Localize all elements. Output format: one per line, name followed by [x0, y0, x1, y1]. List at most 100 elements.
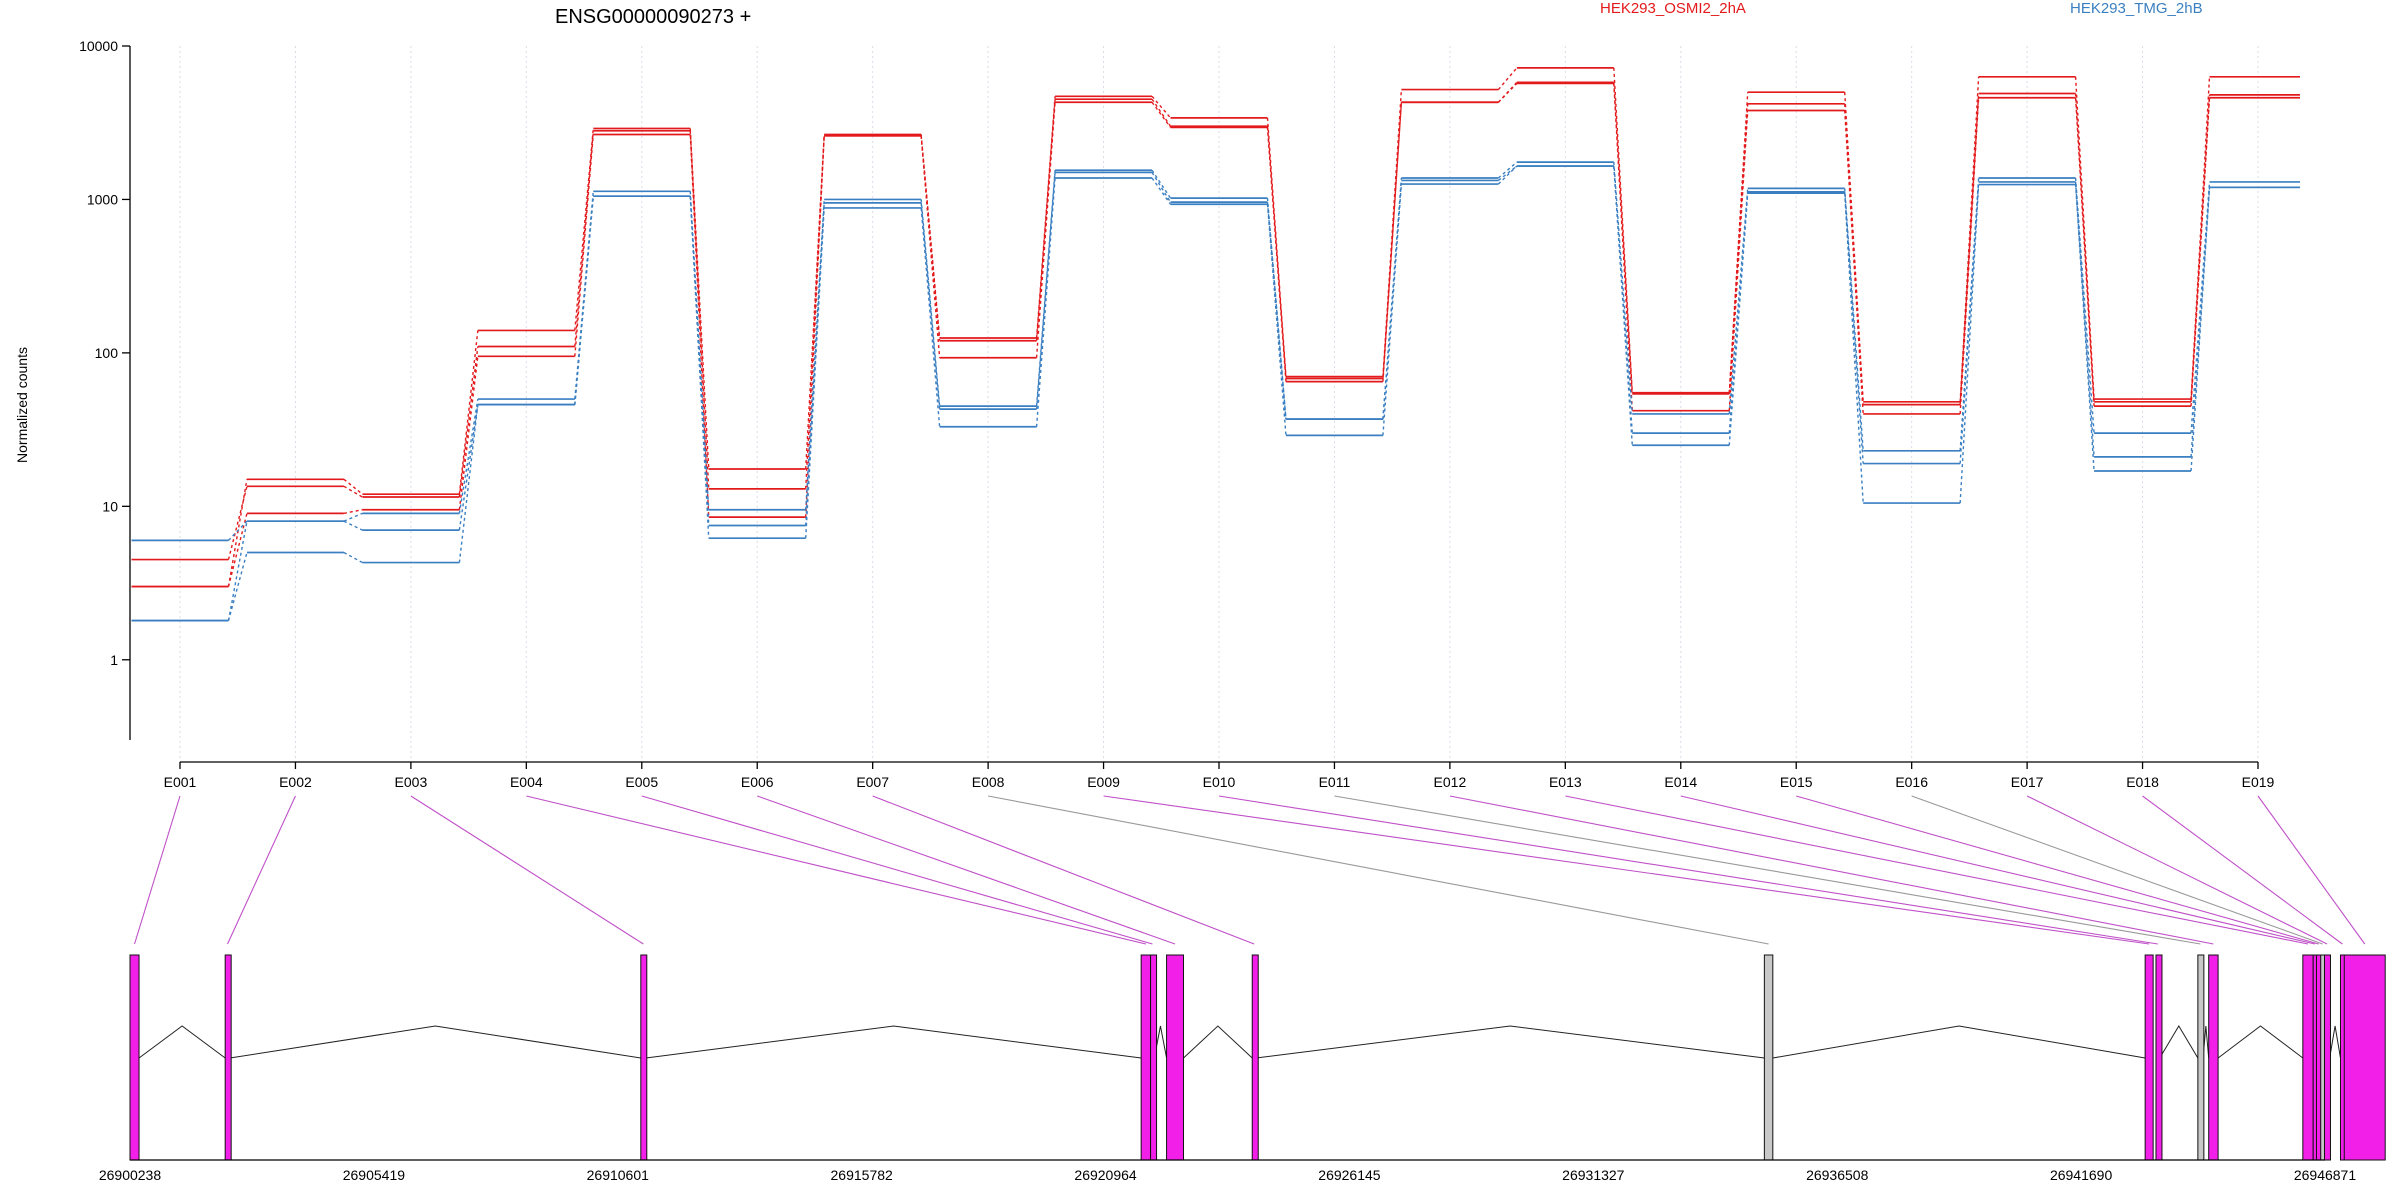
exon-box-E012 [2208, 954, 2219, 1161]
series-connector-2-E003 [458, 356, 479, 510]
intron-line [2329, 1025, 2341, 1059]
series-connector-4-E016 [1959, 181, 1980, 464]
series-connector-3-E017 [2074, 177, 2095, 434]
genomic-tick-label: 26910601 [587, 1167, 650, 1183]
y-axis-label: Normalized counts [14, 347, 30, 463]
series-connector-2-E007 [920, 135, 941, 358]
exon-connector-E011 [1334, 795, 2201, 945]
genomic-tick-label: 26936508 [1806, 1167, 1869, 1183]
x-tick-label-E003: E003 [395, 774, 428, 790]
series-connector-1-E010 [1266, 126, 1287, 379]
exon-box-E003 [640, 954, 648, 1161]
series-connector-3-E018 [2190, 181, 2211, 434]
series-connector-1-E011 [1382, 102, 1403, 379]
series-connector-2-E012 [1497, 82, 1518, 103]
series-connector-1-E013 [1613, 82, 1633, 394]
exon-connector-E012 [1449, 795, 2214, 945]
series-connector-3-E005 [689, 191, 710, 510]
x-tick-label-E013: E013 [1549, 774, 1582, 790]
exon-connector-E015 [1796, 795, 2319, 945]
series-connector-5-E011 [1382, 183, 1403, 436]
series-connector-3-E014 [1728, 188, 1749, 415]
exon-box-E005 [1150, 954, 1158, 1161]
series-connector-3-E013 [1613, 162, 1633, 414]
series-connector-2-E002 [343, 509, 363, 515]
genomic-tick-label: 26926145 [1318, 1167, 1381, 1183]
series-connector-4-E017 [2074, 181, 2095, 457]
series-connector-2-E016 [1959, 97, 1980, 414]
exon-connector-E007 [872, 795, 1255, 945]
x-tick-label-E009: E009 [1087, 774, 1120, 790]
exon-connector-E018 [2142, 795, 2343, 945]
exon-box-E009 [2144, 954, 2154, 1161]
series-connector-5-E003 [458, 404, 479, 563]
exon-connector-E019 [2257, 795, 2366, 945]
y-tick-label: 100 [95, 345, 119, 361]
x-tick-label-E012: E012 [1434, 774, 1467, 790]
exon-box-E004 [1140, 954, 1152, 1161]
series-connector-4-E011 [1382, 180, 1403, 420]
series-connector-2-E004 [574, 134, 594, 357]
series-connector-4-E018 [2190, 187, 2211, 457]
genomic-tick-label: 26905419 [343, 1167, 406, 1183]
series-connector-4-E001 [227, 521, 248, 621]
legend-entry-tmg: HEK293_TMG_2hB [2070, 0, 2203, 17]
series-connector-0-E006 [805, 134, 825, 470]
genomic-tick-label: 26915782 [831, 1167, 894, 1183]
intron-line [1772, 1025, 2146, 1059]
x-tick-label-E001: E001 [164, 774, 197, 790]
series-connector-5-E010 [1266, 204, 1287, 436]
series-connector-2-E005 [689, 134, 710, 518]
exon-connector-E001 [133, 795, 181, 945]
exon-box-E007 [1251, 954, 1259, 1161]
x-tick-label-E015: E015 [1780, 774, 1813, 790]
series-connector-3-E016 [1959, 177, 1980, 451]
series-connector-0-E012 [1497, 67, 1518, 91]
exon-box-E006 [1166, 954, 1185, 1161]
series-connector-0-E008 [1035, 96, 1056, 339]
exon-connector-E016 [1911, 795, 2323, 945]
intron-line [645, 1025, 1142, 1059]
series-connector-5-E014 [1728, 193, 1749, 446]
x-tick-label-E010: E010 [1203, 774, 1236, 790]
exon-connector-E004 [526, 795, 1146, 945]
series-connector-3-E015 [1844, 188, 1864, 451]
exon-connector-E014 [1680, 795, 2315, 945]
series-connector-4-E007 [920, 202, 941, 410]
exon-box-E017 [2323, 954, 2331, 1161]
series-connector-4-E012 [1497, 165, 1518, 181]
genomic-tick-label: 26920964 [1074, 1167, 1137, 1183]
x-tick-label-E014: E014 [1664, 774, 1697, 790]
x-tick-label-E017: E017 [2011, 774, 2044, 790]
series-connector-5-E009 [1151, 177, 1172, 205]
chart-title: ENSG00000090273 + [555, 6, 751, 28]
exon-connector-E009 [1103, 795, 2150, 945]
series-connector-0-E001 [227, 479, 248, 587]
genomic-tick-label: 26931327 [1562, 1167, 1625, 1183]
series-connector-5-E002 [343, 551, 363, 564]
exon-connector-E010 [1218, 795, 2158, 945]
series-connector-5-E007 [920, 207, 941, 427]
series-connector-5-E018 [2190, 187, 2211, 472]
series-connector-0-E002 [343, 478, 363, 495]
exon-box-E010 [2155, 954, 2163, 1161]
x-tick-label-E018: E018 [2126, 774, 2159, 790]
exon-connector-E003 [410, 795, 644, 945]
x-tick-label-E008: E008 [972, 774, 1005, 790]
series-connector-2-E014 [1728, 110, 1749, 411]
series-connector-2-E011 [1382, 102, 1403, 382]
series-connector-2-E008 [1035, 102, 1056, 358]
series-connector-4-E010 [1266, 202, 1287, 420]
series-connector-0-E004 [574, 128, 594, 331]
y-tick-label: 10 [102, 498, 118, 514]
exon-box-E013 [2302, 954, 2314, 1161]
intron-line [138, 1025, 226, 1059]
x-tick-label-E011: E011 [1319, 774, 1351, 790]
intron-line [229, 1025, 641, 1059]
series-connector-2-E006 [805, 135, 825, 518]
intron-line [2217, 1025, 2304, 1059]
exon-connector-E017 [2026, 795, 2328, 945]
x-tick-label-E002: E002 [279, 774, 312, 790]
series-connector-1-E009 [1151, 98, 1172, 127]
